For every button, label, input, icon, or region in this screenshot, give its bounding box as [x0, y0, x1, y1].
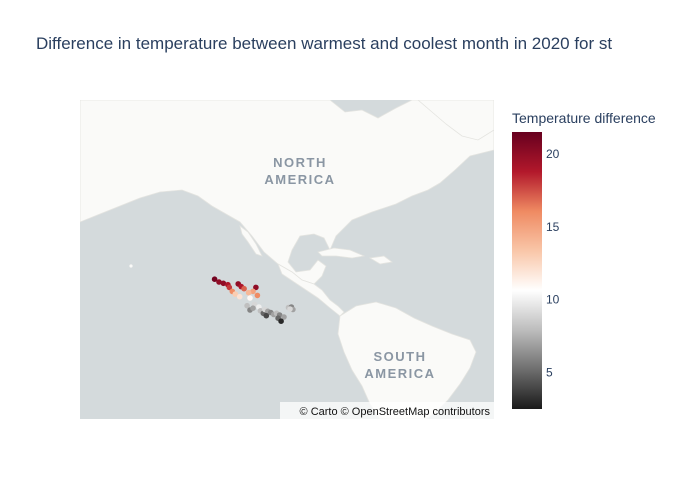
greenland-landmass: [417, 100, 494, 141]
map-attribution[interactable]: © Carto © OpenStreetMap contributors: [300, 406, 491, 418]
station-point[interactable]: [250, 305, 256, 312]
station-point[interactable]: [281, 314, 287, 320]
colorbar-tick-label: 10: [546, 293, 560, 307]
map-panel[interactable]: NORTH AMERICA SOUTH AMERICA © Carto © Op…: [80, 100, 494, 419]
baja-landmass: [239, 225, 263, 257]
hawaii-landmass: [129, 264, 133, 268]
north-america-label-line2: AMERICA: [264, 172, 335, 187]
station-point[interactable]: [216, 279, 222, 285]
station-point[interactable]: [247, 295, 253, 301]
station-point[interactable]: [253, 284, 259, 291]
station-point[interactable]: [226, 284, 233, 291]
station-point[interactable]: [254, 292, 261, 299]
south-america-landmass: [337, 301, 477, 419]
station-point[interactable]: [250, 288, 256, 295]
station-point[interactable]: [236, 293, 243, 300]
station-point[interactable]: [287, 306, 293, 312]
colorbar-tick-label: 5: [546, 366, 553, 380]
station-point[interactable]: [278, 318, 284, 325]
station-point[interactable]: [244, 302, 250, 309]
colorbar-tick-label: 20: [546, 147, 560, 161]
south-america-label-line2: AMERICA: [364, 366, 435, 381]
station-points: [211, 276, 296, 325]
cuba-landmass: [317, 247, 366, 259]
colorbar: 5 10 15 20: [512, 132, 560, 409]
colorbar-title: Temperature difference: [512, 110, 656, 126]
south-america-label-line1: SOUTH: [374, 349, 427, 364]
north-america-label-line1: NORTH: [273, 155, 327, 170]
hispaniola-landmass: [368, 255, 393, 265]
central-america-landmass: [277, 263, 345, 317]
north-america-landmass: [80, 100, 494, 285]
station-point[interactable]: [245, 289, 252, 296]
chart-title: Difference in temperature between warmes…: [36, 34, 613, 53]
station-point[interactable]: [241, 285, 247, 292]
colorbar-tick-label: 15: [546, 220, 560, 234]
colorbar-gradient: [512, 132, 542, 409]
station-point[interactable]: [263, 312, 270, 319]
station-point[interactable]: [220, 280, 227, 287]
attribution-background: [280, 402, 494, 419]
map-labels: NORTH AMERICA SOUTH AMERICA: [264, 155, 435, 381]
station-point[interactable]: [211, 276, 218, 283]
colorbar-ticks: 5 10 15 20: [546, 147, 560, 380]
station-point[interactable]: [232, 291, 239, 297]
